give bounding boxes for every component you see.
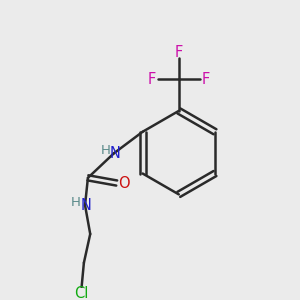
Text: N: N: [110, 146, 121, 161]
Text: N: N: [80, 198, 91, 213]
Text: F: F: [148, 72, 156, 87]
Text: F: F: [175, 45, 183, 60]
Text: F: F: [202, 72, 210, 87]
Text: O: O: [118, 176, 130, 190]
Text: H: H: [70, 196, 80, 209]
Text: Cl: Cl: [74, 286, 88, 300]
Text: H: H: [100, 144, 110, 157]
